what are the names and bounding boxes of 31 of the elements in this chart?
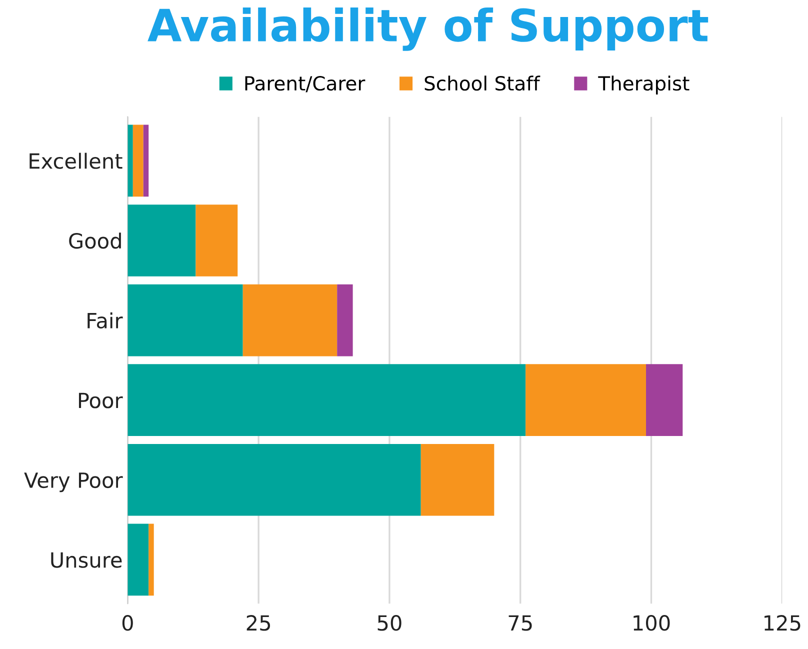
bar (143, 124, 149, 197)
bar (128, 524, 149, 596)
legend-label: Therapist (598, 76, 690, 94)
chart-title: Availability of Support (148, 8, 708, 51)
bar (420, 444, 494, 516)
y-tick-label: Unsure (51, 552, 122, 568)
bar (132, 124, 144, 197)
x-tick-label: 0 (122, 615, 133, 631)
legend-label: Parent/Carer (245, 76, 366, 92)
legend-label: School Staff (424, 76, 540, 91)
x-tick-label: 100 (634, 615, 670, 631)
y-tick-label: Good (69, 232, 121, 249)
bar (646, 364, 683, 436)
x-tick-label: 125 (764, 615, 800, 631)
bar (337, 284, 353, 356)
bar (128, 204, 196, 276)
bar (128, 444, 421, 516)
bar (242, 284, 338, 356)
bar (196, 204, 238, 276)
y-tick-label: Excellent (30, 152, 122, 169)
x-tick-label: 50 (378, 615, 402, 631)
x-tick-label: 25 (246, 615, 270, 631)
y-tick-label: Fair (88, 312, 123, 329)
bar (526, 364, 646, 436)
bar (148, 524, 154, 596)
y-tick-label: Poor (78, 392, 123, 408)
x-tick-label: 75 (508, 615, 532, 631)
bar (128, 364, 526, 436)
bar (128, 124, 133, 197)
y-tick-label: Very Poor (24, 472, 123, 492)
bar (128, 284, 243, 356)
